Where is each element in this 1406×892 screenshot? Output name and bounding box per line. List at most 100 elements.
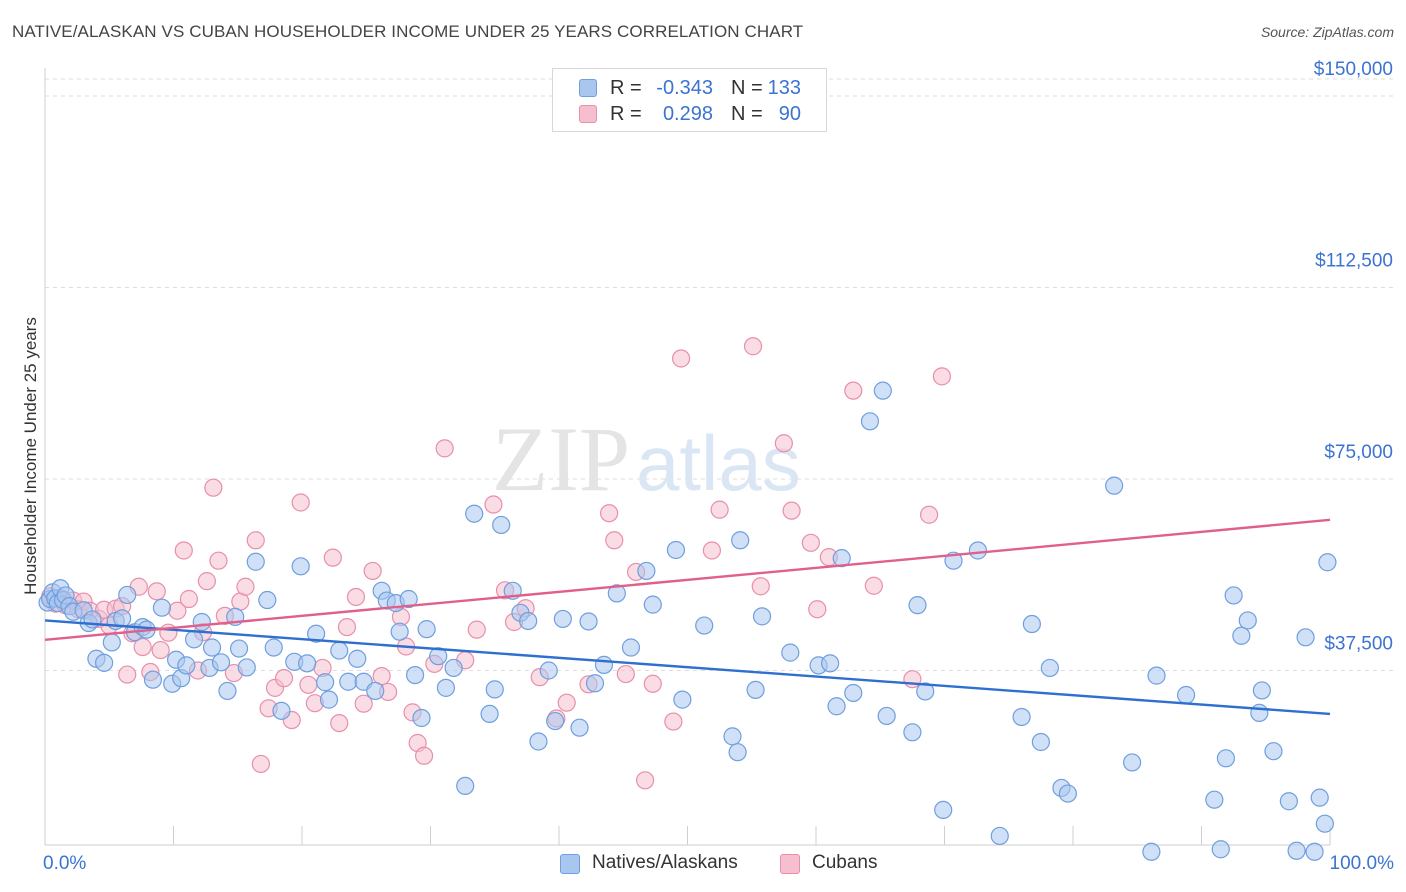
y-axis-label: Householder Income Under 25 years [21,317,40,595]
native-point [152,598,172,617]
cuban-point [635,771,655,790]
r-label: R = [610,103,642,125]
native-point [366,681,385,701]
cubans-trend-line [44,518,1331,642]
native-point [298,654,317,673]
native-point [436,678,456,697]
r-value: -0.343 [656,77,713,99]
cuban-point [808,600,827,619]
r-value: 0.298 [662,103,713,125]
cuban-point [346,587,366,607]
native-point [444,658,463,678]
cubans-points [41,337,952,790]
legend-label-cubans: Cubans [812,852,878,873]
chart-title: NATIVE/ALASKAN VS CUBAN HOUSEHOLDER INCO… [12,22,804,41]
native-point [184,630,204,649]
native-point [1310,788,1329,807]
native-point [519,611,538,631]
native-point [485,680,504,699]
native-point [1176,685,1196,705]
cuban-point [323,548,342,567]
native-point [237,658,256,677]
native-point [405,665,425,685]
legend-row-natives: R = -0.343 N = 133 [553,76,826,102]
n-value: 90 [778,103,801,125]
native-point [673,690,692,709]
native-point [1238,611,1257,630]
cuban-point [147,582,166,601]
native-point [412,708,431,728]
n-value: 133 [767,77,801,99]
cuban-point [664,712,683,731]
native-point [594,655,614,674]
native-point [330,641,349,660]
cuban-point [133,637,152,657]
watermark: ZIP atlas [492,408,801,510]
native-point [307,624,326,643]
cuban-point [354,694,373,713]
natives-swatch [579,79,597,97]
native-point [258,590,277,610]
native-point [607,584,626,603]
native-point [821,654,840,673]
native-point [1142,842,1161,861]
cuban-point [337,617,357,637]
cuban-point [209,551,228,570]
native-point [908,596,927,615]
native-point [272,701,291,720]
native-point [264,638,283,657]
cuban-point [484,495,503,514]
native-point [1022,614,1041,634]
native-point [1147,666,1166,685]
native-point [192,612,211,632]
native-point [1123,753,1142,772]
native-point [903,723,922,742]
n-label: N = [731,77,763,99]
native-point [553,609,572,629]
native-point [934,800,953,820]
x-tick-label-min: 0.0% [43,853,86,874]
axes [44,68,1331,846]
native-point [827,697,846,716]
native-point [348,649,367,668]
cuban-point [605,531,624,550]
native-point [1031,732,1050,752]
native-point [637,561,656,581]
native-point [579,612,598,631]
r-label: R = [610,77,642,99]
native-point [570,718,589,737]
native-point [143,670,163,689]
watermark-atlas: atlas [636,419,801,507]
cuban-point [197,572,217,591]
natives-points [38,381,1337,861]
native-point [643,595,662,614]
native-point [390,622,409,641]
native-point [1058,784,1077,803]
native-point [1252,681,1271,700]
native-point [1250,703,1269,722]
native-point [1264,742,1283,761]
cuban-point [782,501,801,520]
native-point [1315,814,1334,833]
native-point [1287,841,1306,860]
natives-swatch [560,854,580,874]
legend-row-cubans: R = 0.298 N = 90 [553,102,826,128]
native-point [585,674,605,693]
native-point [246,552,265,571]
native-point [218,681,237,701]
native-point [177,656,196,675]
cuban-point [743,337,763,356]
native-point [1216,749,1236,768]
native-point [844,683,863,703]
native-point [465,504,484,523]
cuban-point [600,504,619,523]
native-point [990,826,1009,846]
cuban-point [174,541,193,560]
cuban-point [557,693,576,712]
cuban-point [204,478,223,497]
native-point [1105,476,1124,495]
source-credit: Source: ZipAtlas.com [1260,24,1394,40]
native-point [1305,842,1324,861]
native-point [202,638,222,657]
